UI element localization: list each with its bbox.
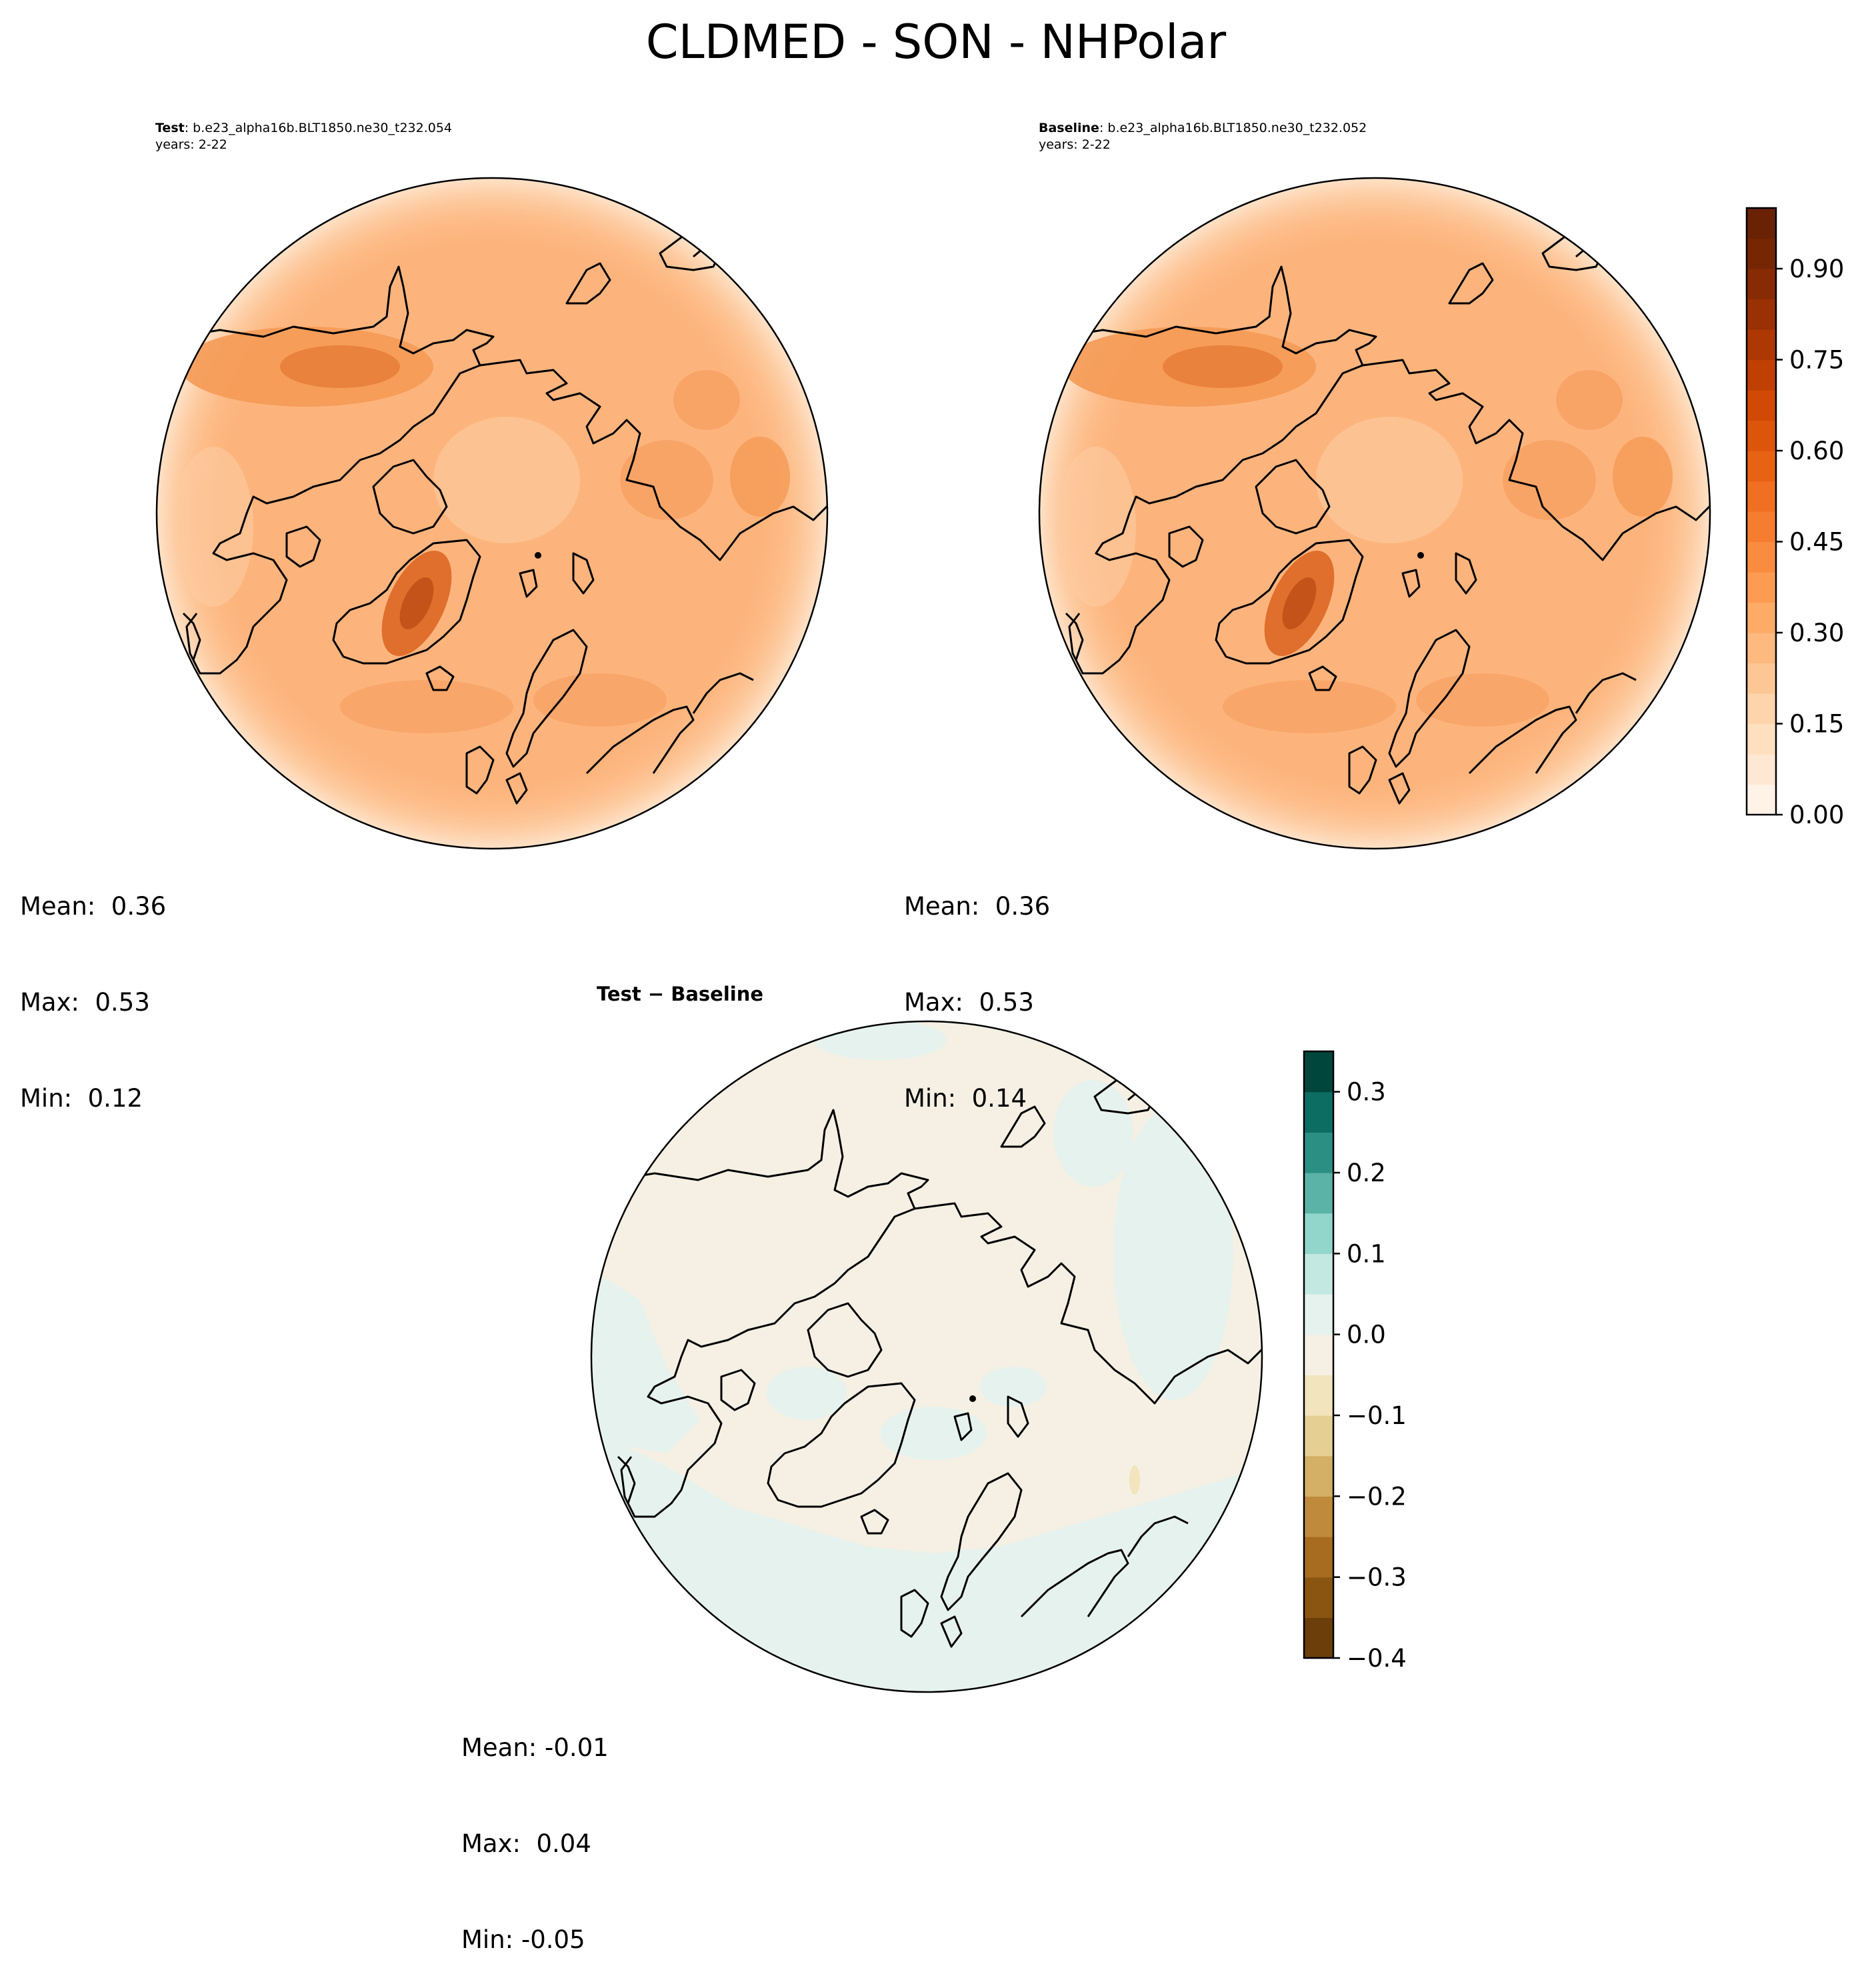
baseline-years: years: 2-22 bbox=[1039, 137, 1111, 152]
main-colorbar-segment bbox=[1747, 511, 1776, 543]
baseline-case-name: b.e23_alpha16b.BLT1850.ne30_t232.052 bbox=[1107, 121, 1367, 135]
difference-map-boundary bbox=[590, 1020, 1263, 1693]
main-colorbar-segment bbox=[1747, 663, 1776, 694]
baseline-map-boundary bbox=[1038, 177, 1711, 850]
main-colorbar-segment bbox=[1747, 481, 1776, 512]
main-colorbar-segment bbox=[1747, 420, 1776, 451]
figure-title: CLDMED - SON - NHPolar bbox=[645, 15, 1227, 69]
difference-title: Test − Baseline bbox=[597, 983, 764, 1005]
baseline-map bbox=[1038, 177, 1711, 850]
test-label: Test bbox=[155, 121, 185, 135]
diff-colorbar-segment bbox=[1304, 1173, 1333, 1214]
diff-colorbar-segment bbox=[1304, 1537, 1333, 1578]
diff-colorbar-segment bbox=[1304, 1091, 1333, 1133]
main-colorbar-segment bbox=[1747, 238, 1776, 269]
figure-canvas: 0.000.150.300.450.600.750.90 −0.4−0.3−0.… bbox=[155, 177, 1844, 1693]
test-stat-min: Min: 0.12 bbox=[20, 1084, 143, 1113]
colorbar-main: 0.00 0.15 0.30 0.45 0.60 0.75 0.90 bbox=[1745, 207, 1844, 829]
main-colorbar-segment bbox=[1747, 390, 1776, 421]
diff-colorbar-tick-label: 0.1 bbox=[1347, 1239, 1386, 1268]
baseline-case-label: Baseline: b.e23_alpha16b.BLT1850.ne30_t2… bbox=[1039, 121, 1367, 152]
diff-colorbar-segment bbox=[1304, 1294, 1333, 1335]
diff-colorbar-segment bbox=[1304, 1334, 1333, 1375]
main-colorbar-segment bbox=[1747, 633, 1776, 664]
test-years: years: 2-22 bbox=[155, 137, 227, 152]
test-stat-mean: Mean: 0.36 bbox=[20, 892, 167, 921]
difference-stat-mean: Mean: -0.01 bbox=[461, 1733, 609, 1762]
main-colorbar-segment bbox=[1747, 359, 1776, 391]
colorbar-diff: −0.4 −0.3 −0.2 −0.1 0.0 0.1 0.2 0.3 bbox=[1303, 1050, 1407, 1673]
diff-colorbar-tick-label: −0.3 bbox=[1347, 1563, 1407, 1592]
diff-colorbar-segment bbox=[1304, 1375, 1333, 1416]
main-colorbar-frame bbox=[1745, 207, 1777, 816]
test-polar-dot bbox=[535, 552, 541, 559]
main-colorbar-tick-label: 0.45 bbox=[1789, 528, 1844, 557]
main-colorbar-tick-label: 0.15 bbox=[1789, 710, 1844, 739]
diff-colorbar-tick-label: −0.2 bbox=[1347, 1482, 1407, 1511]
main-colorbar-tick-label: 0.30 bbox=[1789, 619, 1844, 647]
test-map bbox=[155, 177, 829, 850]
difference-stat-max: Max: 0.04 bbox=[461, 1829, 591, 1858]
main-colorbar-segment bbox=[1747, 451, 1776, 482]
test-stat-max: Max: 0.53 bbox=[20, 988, 150, 1017]
diff-colorbar-segment bbox=[1304, 1617, 1333, 1659]
diff-colorbar-tick-label: −0.1 bbox=[1347, 1401, 1407, 1430]
test-coastlines bbox=[157, 199, 827, 805]
baseline-label: Baseline bbox=[1039, 121, 1099, 135]
diff-colorbar-segment bbox=[1304, 1132, 1333, 1173]
main-colorbar-segment bbox=[1747, 208, 1776, 239]
main-colorbar-tick-label: 0.75 bbox=[1789, 346, 1844, 375]
main-colorbar-segment bbox=[1747, 329, 1776, 361]
difference-stats: Mean: -0.01 Max: 0.04 Min: -0.05 bbox=[461, 1668, 609, 1988]
main-colorbar-segment bbox=[1747, 541, 1776, 573]
diff-colorbar-segment bbox=[1304, 1415, 1333, 1457]
baseline-stat-min: Min: 0.14 bbox=[904, 1084, 1027, 1113]
diff-colorbar-tick-label: 0.0 bbox=[1347, 1321, 1386, 1349]
main-colorbar-segment bbox=[1747, 723, 1776, 755]
test-case-label: Test: b.e23_alpha16b.BLT1850.ne30_t232.0… bbox=[155, 121, 453, 152]
baseline-polar-dot bbox=[1417, 552, 1424, 559]
main-colorbar-segment bbox=[1747, 602, 1776, 633]
diff-colorbar-segment bbox=[1304, 1051, 1333, 1093]
main-colorbar-segment bbox=[1747, 754, 1776, 785]
diff-colorbar-segment bbox=[1304, 1455, 1333, 1497]
diff-colorbar-segment bbox=[1304, 1253, 1333, 1295]
baseline-stat-mean: Mean: 0.36 bbox=[904, 892, 1051, 921]
main-colorbar-segment bbox=[1747, 693, 1776, 725]
difference-coastlines bbox=[591, 1042, 1262, 1648]
diff-colorbar-segment bbox=[1304, 1577, 1333, 1618]
main-colorbar-segment bbox=[1747, 572, 1776, 603]
main-colorbar-tick-label: 0.90 bbox=[1789, 255, 1844, 283]
main-colorbar-tick-label: 0.00 bbox=[1789, 801, 1844, 829]
diff-colorbar-tick-label: 0.2 bbox=[1347, 1159, 1386, 1187]
difference-polar-dot bbox=[969, 1395, 976, 1402]
main-colorbar-segment bbox=[1747, 299, 1776, 330]
diff-colorbar-frame bbox=[1303, 1050, 1335, 1659]
test-stats: Mean: 0.36 Max: 0.53 Min: 0.12 bbox=[20, 827, 166, 1147]
baseline-stats: Mean: 0.36 Max: 0.53 Min: 0.14 bbox=[904, 827, 1050, 1147]
diff-colorbar-segment bbox=[1304, 1213, 1333, 1254]
baseline-stat-max: Max: 0.53 bbox=[904, 988, 1034, 1017]
diff-colorbar-tick-label: 0.3 bbox=[1347, 1078, 1386, 1107]
main-colorbar-tick-label: 0.60 bbox=[1789, 437, 1844, 465]
diff-colorbar-segment bbox=[1304, 1496, 1333, 1537]
difference-stat-min: Min: -0.05 bbox=[461, 1925, 585, 1954]
test-case-name: b.e23_alpha16b.BLT1850.ne30_t232.054 bbox=[193, 121, 453, 135]
diff-colorbar-tick-label: −0.4 bbox=[1347, 1644, 1407, 1673]
main-colorbar-segment bbox=[1747, 784, 1776, 815]
test-map-boundary bbox=[155, 177, 829, 850]
main-colorbar-segment bbox=[1747, 269, 1776, 300]
